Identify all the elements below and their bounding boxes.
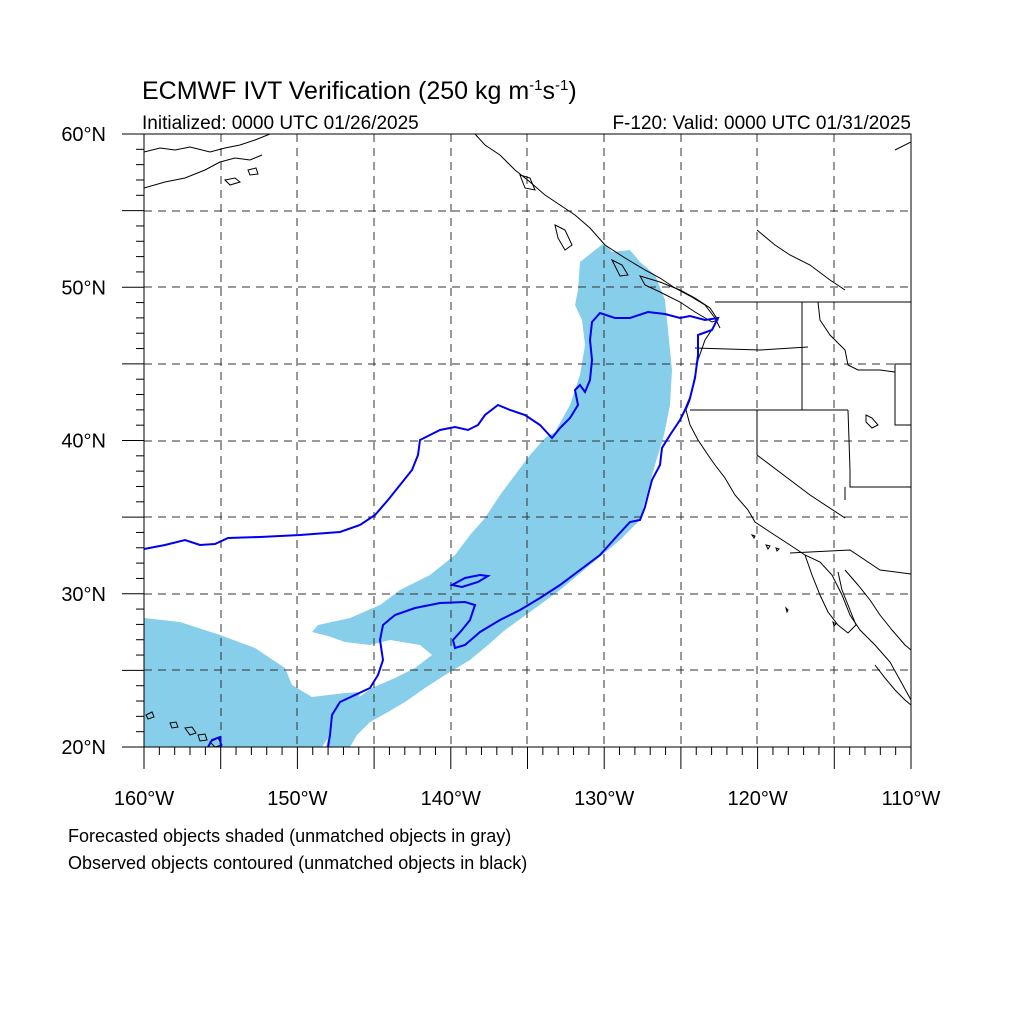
legend-observed-text: Observed objects contoured (unmatched ob… (68, 853, 528, 873)
mountain-lines (756, 141, 911, 291)
lon-tick-label: 110°W (882, 788, 941, 810)
lon-tick-label: 160°W (114, 788, 174, 810)
mexico-west-coast (874, 664, 911, 706)
coastlines (144, 134, 911, 747)
latitude-axis: 20°N 30°N 40°N 50°N 60°N (61, 124, 106, 759)
init-time-label: Initialized: 0000 UTC 01/26/2025 (142, 113, 419, 134)
graticule (144, 134, 911, 747)
lat-tick-label: 60°N (61, 124, 106, 146)
state-borders (690, 301, 911, 575)
observed-object-small (449, 573, 491, 589)
lat-tick-label: 40°N (61, 431, 106, 453)
alaska-islands (223, 167, 259, 186)
map-plot-area (144, 134, 911, 747)
great-salt-lake (865, 414, 879, 429)
figure-title: ECMWF IVT Verification (250 kg m-1s-1) (142, 77, 577, 105)
forecast-object-hawaii (144, 618, 360, 747)
observed-object-main (144, 310, 720, 747)
alaska-panhandle (474, 134, 721, 329)
alaska-coast (144, 134, 271, 189)
bc-coast-islands (519, 174, 719, 323)
lat-tick-label: 50°N (61, 277, 106, 299)
valid-time-label: F-120: Valid: 0000 UTC 01/31/2025 (612, 113, 911, 134)
forecast-object-main (312, 243, 672, 747)
lat-tick-label: 20°N (61, 737, 106, 759)
lon-tick-label: 120°W (727, 788, 787, 810)
forecast-objects (144, 243, 672, 747)
hawaii-islands (145, 711, 223, 747)
lon-tick-label: 150°W (267, 788, 327, 810)
longitude-axis: 160°W 150°W 140°W 130°W 120°W 110°W (114, 788, 941, 810)
gulf-coast-mainland (844, 569, 911, 651)
observed-objects (144, 310, 720, 747)
lat-tick-label: 30°N (61, 584, 106, 606)
lon-tick-label: 130°W (574, 788, 634, 810)
legend-forecast-text: Forecasted objects shaded (unmatched obj… (68, 826, 512, 846)
us-west-coast (685, 324, 911, 701)
baja-peninsula (804, 554, 857, 634)
lon-tick-label: 140°W (421, 788, 481, 810)
baja-islands (750, 534, 837, 627)
axis-minor-ticks (122, 133, 912, 769)
observed-object-hawaii-edge (207, 735, 222, 747)
